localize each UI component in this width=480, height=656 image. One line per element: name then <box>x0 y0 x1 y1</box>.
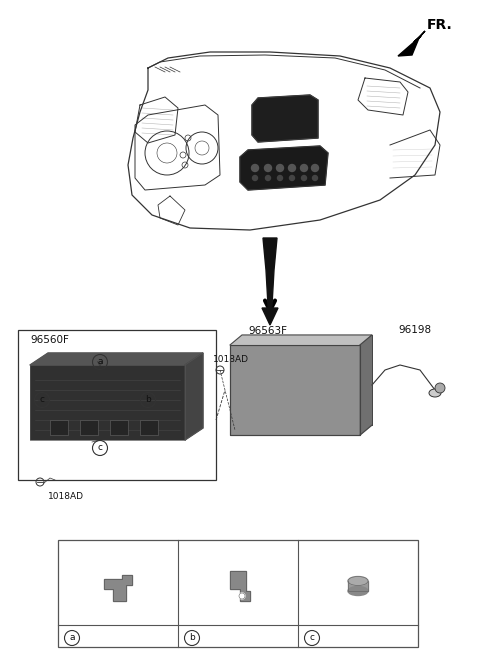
Text: 1018AD: 1018AD <box>48 492 84 501</box>
Circle shape <box>300 165 308 171</box>
Polygon shape <box>398 31 425 56</box>
Polygon shape <box>104 575 132 601</box>
Text: 96173: 96173 <box>326 633 359 643</box>
Ellipse shape <box>348 577 368 586</box>
Circle shape <box>277 176 283 180</box>
Polygon shape <box>262 308 278 325</box>
Text: 96560F: 96560F <box>30 335 69 345</box>
Bar <box>50 420 68 435</box>
Circle shape <box>239 593 245 599</box>
Circle shape <box>265 176 271 180</box>
Text: 96155D: 96155D <box>86 633 127 643</box>
Polygon shape <box>360 335 372 435</box>
Circle shape <box>276 165 284 171</box>
Bar <box>110 420 128 435</box>
Circle shape <box>289 176 295 180</box>
Polygon shape <box>230 335 372 345</box>
Text: FR.: FR. <box>427 18 453 32</box>
Bar <box>30 365 185 440</box>
Circle shape <box>252 165 259 171</box>
Ellipse shape <box>429 389 441 397</box>
Bar <box>348 581 368 591</box>
Bar <box>140 420 158 435</box>
Text: 96198: 96198 <box>398 325 431 335</box>
Polygon shape <box>240 146 328 190</box>
Circle shape <box>312 176 317 180</box>
Text: b: b <box>189 634 195 642</box>
Polygon shape <box>252 95 318 142</box>
Circle shape <box>288 165 296 171</box>
Circle shape <box>264 165 272 171</box>
Bar <box>58 540 418 647</box>
Text: c: c <box>39 396 45 405</box>
Text: 96155E: 96155E <box>206 633 246 643</box>
Polygon shape <box>30 353 203 365</box>
Text: a: a <box>69 634 75 642</box>
Ellipse shape <box>348 586 368 596</box>
Polygon shape <box>230 571 250 601</box>
Text: 1018AD: 1018AD <box>213 355 249 364</box>
Bar <box>230 345 360 435</box>
Circle shape <box>312 165 319 171</box>
Circle shape <box>435 383 445 393</box>
Bar <box>18 330 216 480</box>
Bar <box>230 345 360 435</box>
Text: 96563F: 96563F <box>248 326 287 336</box>
Circle shape <box>252 176 257 180</box>
Circle shape <box>301 176 307 180</box>
Text: c: c <box>310 634 314 642</box>
Polygon shape <box>263 238 277 322</box>
Polygon shape <box>185 353 203 440</box>
Text: c: c <box>97 443 103 453</box>
Text: a: a <box>97 358 103 367</box>
Text: b: b <box>145 396 151 405</box>
Bar <box>80 420 98 435</box>
